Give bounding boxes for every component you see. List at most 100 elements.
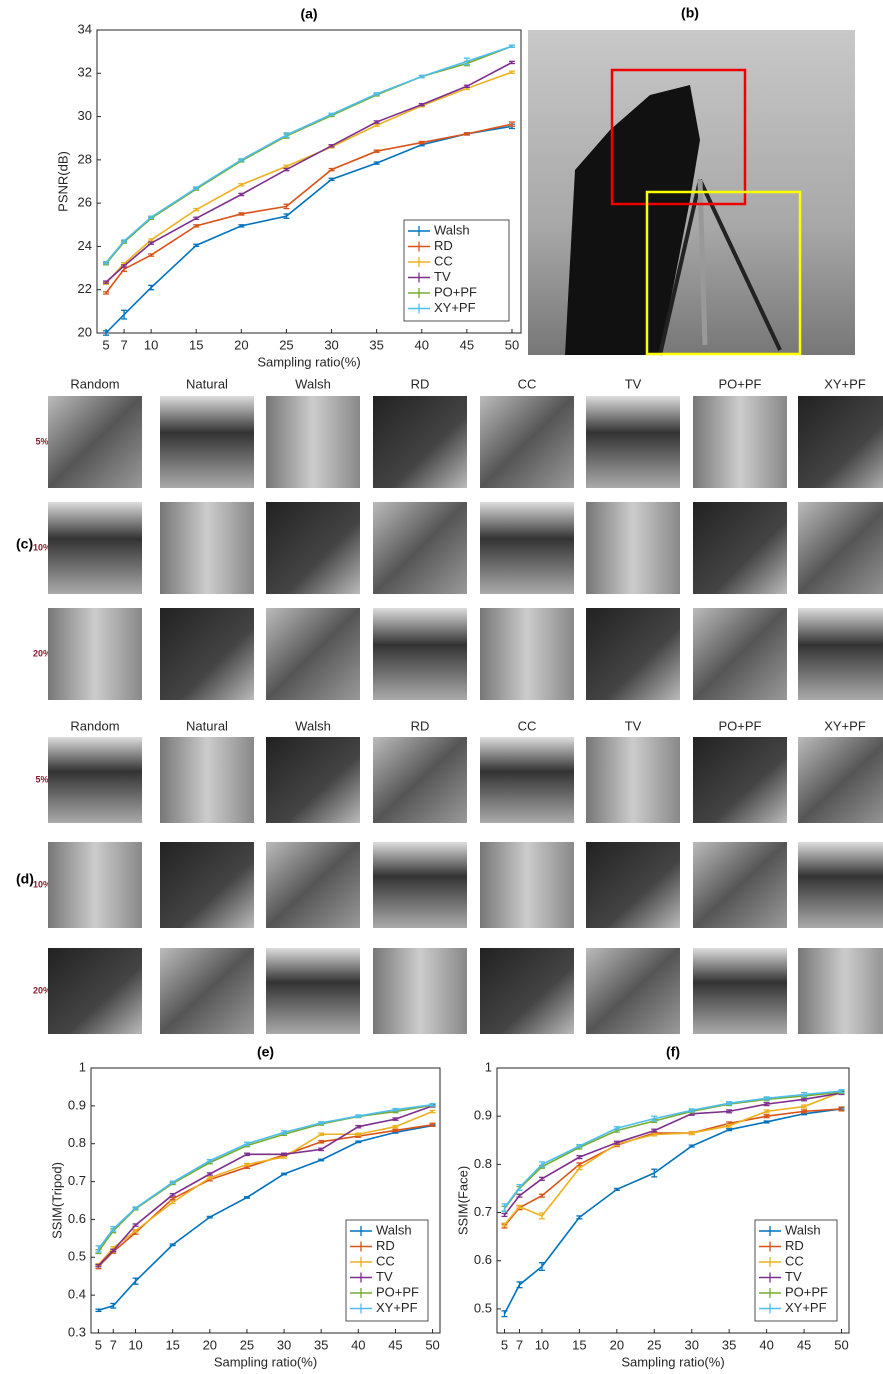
reconstruction-image [48, 396, 142, 488]
reconstruction-image [266, 502, 360, 594]
y-axis-label: PSNR(dB) [55, 151, 70, 212]
column-header: TV [625, 718, 642, 733]
reconstruction-image [586, 737, 680, 823]
x-tick-label: 40 [351, 1337, 365, 1352]
y-tick-label: 20 [78, 324, 92, 339]
column-header: Walsh [295, 718, 331, 733]
y-tick-label: 32 [78, 65, 92, 80]
reconstruction-image [160, 396, 254, 488]
reconstruction-image [48, 502, 142, 594]
reconstruction-image [586, 502, 680, 594]
legend-label: XY+PF [434, 300, 476, 315]
reconstruction-image [373, 842, 467, 928]
x-axis-label: Sampling ratio(%) [257, 354, 360, 369]
legend-label: PO+PF [434, 284, 477, 299]
reconstruction-image [693, 842, 787, 928]
x-tick-label: 20 [610, 1337, 624, 1352]
x-tick-label: 25 [240, 1337, 254, 1352]
y-tick-label: 0.7 [474, 1204, 492, 1219]
reconstruction-image [693, 948, 787, 1034]
y-tick-label: 30 [78, 108, 92, 123]
column-header: RD [411, 718, 430, 733]
panel-b: (b) [528, 5, 855, 355]
panel-label: (d) [16, 871, 34, 887]
reconstruction-image [480, 502, 574, 594]
reconstruction-image [798, 948, 883, 1034]
reconstruction-image [373, 737, 467, 823]
column-header: TV [625, 376, 642, 391]
x-tick-label: 7 [120, 337, 127, 352]
column-header: XY+PF [824, 718, 866, 733]
x-tick-label: 7 [110, 1337, 117, 1352]
reconstruction-image [798, 737, 883, 823]
reconstruction-image [693, 737, 787, 823]
x-axis-label: Sampling ratio(%) [214, 1354, 317, 1369]
reconstruction-image [480, 396, 574, 488]
reconstruction-image [160, 608, 254, 700]
y-tick-label: 0.9 [68, 1097, 86, 1112]
legend-label: Walsh [785, 1222, 821, 1237]
x-tick-label: 50 [505, 337, 519, 352]
reconstruction-image [48, 737, 142, 823]
reconstruction-image [480, 948, 574, 1034]
x-tick-label: 5 [95, 1337, 102, 1352]
x-tick-label: 50 [834, 1337, 848, 1352]
x-tick-label: 5 [501, 1337, 508, 1352]
y-axis-label: SSIM(Tripod) [49, 1162, 64, 1239]
y-tick-label: 0.8 [68, 1135, 86, 1150]
reconstruction-image [266, 842, 360, 928]
y-tick-label: 0.4 [68, 1287, 86, 1302]
legend-label: RD [434, 238, 453, 253]
figure: (b) (c)RandomNaturalWalshRDCCTVPO+PFXY+P… [0, 0, 883, 1374]
reconstruction-image [160, 948, 254, 1034]
legend-label: CC [376, 1253, 395, 1268]
y-tick-label: 28 [78, 151, 92, 166]
reconstruction-image [693, 396, 787, 488]
legend-label: XY+PF [376, 1300, 418, 1315]
y-axis-label: SSIM(Face) [455, 1166, 470, 1235]
column-header: PO+PF [719, 376, 762, 391]
y-tick-label: 1 [79, 1059, 86, 1074]
x-tick-label: 10 [144, 337, 158, 352]
reconstruction-image [693, 502, 787, 594]
y-tick-label: 1 [485, 1059, 492, 1074]
y-tick-label: 0.7 [68, 1173, 86, 1188]
y-tick-label: 0.8 [474, 1156, 492, 1171]
x-tick-label: 35 [722, 1337, 736, 1352]
x-axis-label: Sampling ratio(%) [621, 1354, 724, 1369]
x-tick-label: 20 [203, 1337, 217, 1352]
reconstruction-image [373, 608, 467, 700]
legend-label: PO+PF [376, 1284, 419, 1299]
y-tick-label: 34 [78, 21, 92, 36]
reconstruction-image [586, 608, 680, 700]
x-tick-label: 35 [314, 1337, 328, 1352]
legend-label: CC [434, 253, 453, 268]
x-tick-label: 45 [460, 337, 474, 352]
column-header: Random [70, 376, 119, 391]
column-header: PO+PF [719, 718, 762, 733]
y-tick-label: 0.5 [68, 1249, 86, 1264]
column-header: Random [70, 718, 119, 733]
y-tick-label: 22 [78, 281, 92, 296]
reconstruction-image [798, 396, 883, 488]
reconstruction-image [693, 608, 787, 700]
y-tick-label: 0.6 [68, 1211, 86, 1226]
y-tick-label: 24 [78, 238, 92, 253]
reconstruction-image [798, 608, 883, 700]
column-header: XY+PF [824, 376, 866, 391]
x-tick-label: 40 [759, 1337, 773, 1352]
reconstruction-image [266, 608, 360, 700]
legend-label: PO+PF [785, 1284, 828, 1299]
chart-title: (f) [666, 1044, 680, 1060]
x-tick-label: 30 [684, 1337, 698, 1352]
x-tick-label: 7 [516, 1337, 523, 1352]
chart-title: (e) [257, 1044, 274, 1060]
reconstruction-image [798, 502, 883, 594]
y-tick-label: 0.6 [474, 1252, 492, 1267]
x-tick-label: 45 [388, 1337, 402, 1352]
reconstruction-image [480, 737, 574, 823]
reconstruction-image [586, 948, 680, 1034]
x-tick-label: 10 [128, 1337, 142, 1352]
reconstruction-image [373, 502, 467, 594]
x-tick-label: 15 [165, 1337, 179, 1352]
